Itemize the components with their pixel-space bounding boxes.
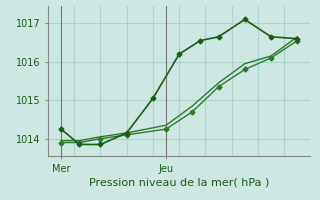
X-axis label: Pression niveau de la mer( hPa ): Pression niveau de la mer( hPa ): [89, 178, 269, 188]
